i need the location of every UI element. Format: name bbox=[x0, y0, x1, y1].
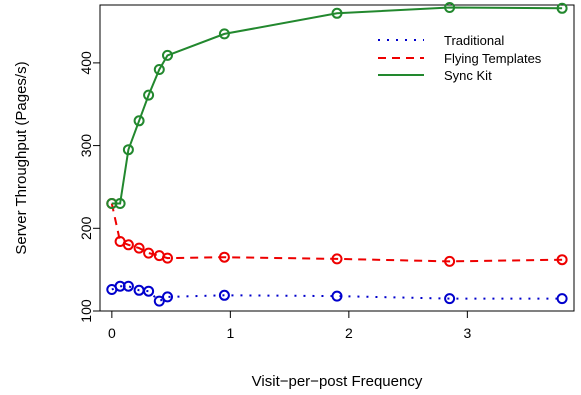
data-point-flying-templates bbox=[162, 252, 173, 264]
series-traditional bbox=[106, 280, 568, 307]
data-point-sync-kit bbox=[153, 64, 165, 75]
data-point-traditional bbox=[143, 285, 155, 297]
legend: Traditional Flying Templates Sync Kit bbox=[378, 33, 542, 83]
series-line-sync-kit bbox=[111, 6, 563, 205]
y-tick-label: 300 bbox=[78, 134, 94, 158]
x-axis-ticks: 0 1 2 3 bbox=[108, 311, 471, 341]
series-sync-kit bbox=[106, 2, 568, 209]
data-point-sync-kit bbox=[444, 2, 456, 13]
y-axis-ticks: 100 200 300 400 bbox=[78, 51, 100, 323]
data-point-traditional bbox=[331, 290, 343, 302]
data-point-sync-kit bbox=[556, 2, 568, 14]
data-point-sync-kit bbox=[218, 28, 230, 40]
y-axis-title: Server Throughput (Pages/s) bbox=[13, 61, 30, 254]
data-point-traditional bbox=[444, 293, 456, 305]
legend-label-flying-templates: Flying Templates bbox=[444, 51, 542, 66]
data-point-flying-templates bbox=[133, 242, 145, 254]
legend-label-sync-kit: Sync Kit bbox=[444, 68, 492, 83]
data-point-sync-kit bbox=[331, 7, 343, 19]
y-tick-label: 400 bbox=[78, 51, 94, 75]
data-point-flying-templates bbox=[444, 255, 456, 267]
data-point-traditional bbox=[153, 295, 165, 307]
data-point-flying-templates bbox=[143, 247, 155, 259]
data-point-flying-templates bbox=[331, 253, 343, 265]
series-line-flying-templates bbox=[110, 203, 563, 263]
x-tick-label: 2 bbox=[345, 325, 353, 341]
data-point-traditional bbox=[122, 280, 134, 292]
x-tick-label: 3 bbox=[463, 325, 471, 341]
y-tick-label: 100 bbox=[78, 299, 94, 323]
data-point-flying-templates bbox=[122, 239, 134, 251]
data-point-sync-kit bbox=[162, 49, 173, 61]
y-tick-label: 200 bbox=[78, 216, 94, 240]
series-layer bbox=[106, 2, 568, 307]
data-point-sync-kit bbox=[122, 144, 134, 156]
data-point-traditional bbox=[556, 293, 568, 305]
data-point-sync-kit bbox=[133, 115, 145, 127]
series-line-traditional bbox=[111, 285, 563, 303]
x-axis-title: Visit−per−post Frequency bbox=[252, 373, 423, 390]
data-point-traditional bbox=[218, 289, 230, 301]
x-tick-label: 1 bbox=[226, 325, 234, 341]
data-point-traditional bbox=[162, 291, 173, 303]
x-tick-label: 0 bbox=[108, 325, 116, 341]
series-flying-templates bbox=[106, 198, 568, 267]
data-point-sync-kit bbox=[143, 89, 155, 101]
legend-label-traditional: Traditional bbox=[444, 33, 504, 48]
data-point-flying-templates bbox=[556, 254, 568, 266]
data-point-sync-kit bbox=[114, 198, 126, 209]
data-point-flying-templates bbox=[218, 251, 230, 263]
